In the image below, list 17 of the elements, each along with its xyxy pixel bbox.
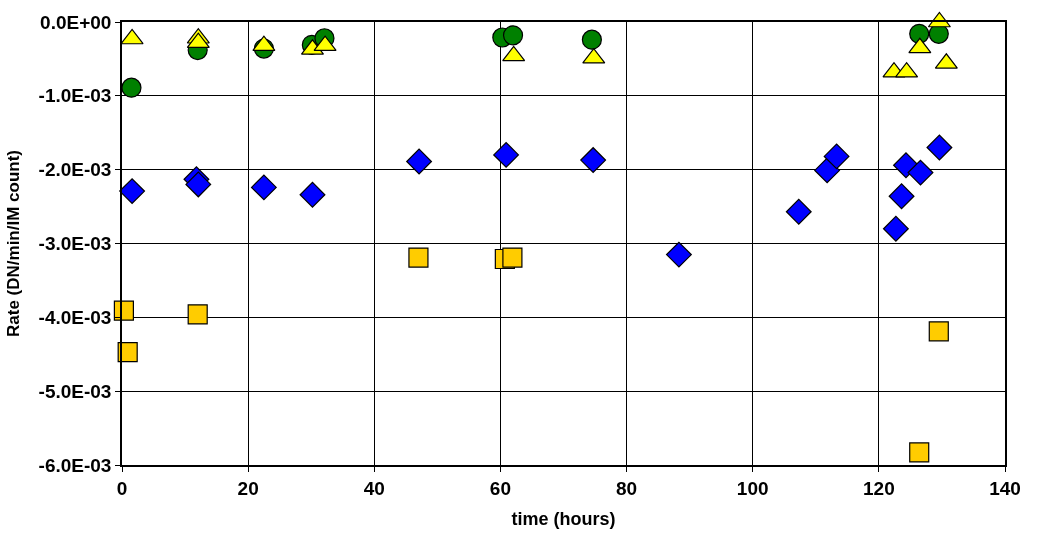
x-tick-label: 60 bbox=[489, 477, 511, 499]
y-tick-label: -2.0E-03 bbox=[38, 159, 112, 181]
x-axis-title: time (hours) bbox=[511, 509, 616, 530]
x-tick-label: 20 bbox=[237, 477, 259, 499]
x-tick-label: 140 bbox=[989, 477, 1021, 499]
x-tick-label: 0 bbox=[116, 477, 128, 499]
x-tick-label: 40 bbox=[363, 477, 385, 499]
x-tick-label: 120 bbox=[863, 477, 895, 499]
y-tick-label: -6.0E-03 bbox=[38, 454, 112, 476]
x-tick-label: 80 bbox=[616, 477, 638, 499]
y-tick-label: -4.0E-03 bbox=[38, 306, 112, 328]
y-tick-label: -3.0E-03 bbox=[38, 233, 112, 255]
y-tick-label: -5.0E-03 bbox=[38, 380, 112, 402]
y-tick-label: 0.0E+00 bbox=[40, 11, 112, 33]
y-tick-label: -1.0E-03 bbox=[38, 85, 112, 107]
x-tick-label: 100 bbox=[736, 477, 769, 499]
y-axis-title: Rate (DN/min/IM count) bbox=[3, 150, 23, 337]
